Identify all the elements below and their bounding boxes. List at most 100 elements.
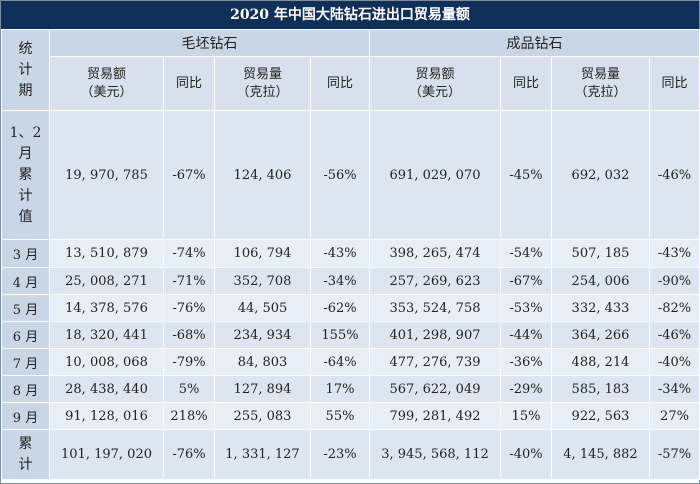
row-period: 7 月: [1, 348, 50, 376]
cell-pol-volume-yoy: -40%: [649, 348, 700, 376]
cell-rough-value: 28, 438, 440: [49, 375, 164, 403]
cell-pol-volume-yoy: -34%: [649, 375, 700, 403]
col-rough-volume-yoy: 同比: [310, 56, 370, 111]
cell-rough-value-yoy: 5%: [163, 375, 215, 403]
cell-rough-volume-yoy: -64%: [310, 348, 370, 376]
cell-rough-volume: 234, 934: [214, 321, 311, 349]
cell-rough-volume-yoy: 17%: [310, 375, 370, 403]
table-row: 8 月 28, 438, 440 5% 127, 894 17% 567, 62…: [1, 375, 700, 403]
cell-rough-value-yoy: -76%: [163, 429, 215, 480]
col-pol-volume-yoy: 同比: [649, 56, 700, 111]
row-period: 1、2 月 累 计 值: [1, 110, 50, 240]
cell-pol-volume: 585, 183: [551, 375, 650, 403]
cell-rough-value-yoy: -68%: [163, 321, 215, 349]
row-period: 9 月: [1, 402, 50, 430]
period-header: 统 计 期: [1, 29, 50, 111]
col-rough-value-yoy: 同比: [163, 56, 215, 111]
cell-pol-value: 567, 622, 049: [369, 375, 501, 403]
cell-pol-value: 691, 029, 070: [369, 110, 501, 240]
cell-rough-value-yoy: 218%: [163, 402, 215, 430]
cell-pol-volume: 4, 145, 882: [551, 429, 650, 480]
diamond-trade-table: 统 计 期 毛坯钻石 成品钻石 贸易额 （美元） 同比 贸易量 （克拉） 同比 贸易…: [1, 29, 700, 480]
table-row: 5 月 14, 378, 576 -76% 44, 505 -62% 353, …: [1, 294, 700, 322]
cell-pol-volume-yoy: -82%: [649, 294, 700, 322]
cell-pol-volume: 254, 006: [551, 267, 650, 295]
cell-rough-volume-yoy: 55%: [310, 402, 370, 430]
cell-pol-value-yoy: -54%: [500, 239, 552, 268]
cell-rough-value: 91, 128, 016: [49, 402, 164, 430]
cell-rough-volume: 1, 331, 127: [214, 429, 311, 480]
group-header-rough: 毛坯钻石: [49, 29, 370, 57]
cell-rough-value: 10, 008, 068: [49, 348, 164, 376]
cell-pol-volume: 692, 032: [551, 110, 650, 240]
row-period: 5 月: [1, 294, 50, 322]
cell-pol-value: 799, 281, 492: [369, 402, 501, 430]
cell-rough-volume: 84, 803: [214, 348, 311, 376]
cell-rough-volume: 124, 406: [214, 110, 311, 240]
group-header-polished: 成品钻石: [369, 29, 700, 57]
cell-pol-volume: 922, 563: [551, 402, 650, 430]
cell-pol-volume-yoy: -46%: [649, 321, 700, 349]
row-period: 8 月: [1, 375, 50, 403]
cell-rough-volume: 352, 708: [214, 267, 311, 295]
cell-rough-volume-yoy: -34%: [310, 267, 370, 295]
table-row: 4 月 25, 008, 271 -71% 352, 708 -34% 257,…: [1, 267, 700, 295]
table-title: 2020 年中国大陆钻石进出口贸易量额: [1, 1, 699, 29]
cell-pol-volume-yoy: -43%: [649, 239, 700, 268]
cell-rough-volume-yoy: 155%: [310, 321, 370, 349]
col-pol-value-yoy: 同比: [500, 56, 552, 111]
cell-rough-volume-yoy: -62%: [310, 294, 370, 322]
cell-rough-volume: 127, 894: [214, 375, 311, 403]
row-period: 4 月: [1, 267, 50, 295]
row-period: 3 月: [1, 239, 50, 268]
row-period: 累 计: [1, 429, 50, 480]
col-pol-volume: 贸易量 （克拉）: [551, 56, 650, 111]
cell-rough-volume-yoy: -43%: [310, 239, 370, 268]
cell-rough-volume: 255, 083: [214, 402, 311, 430]
row-period: 6 月: [1, 321, 50, 349]
cell-rough-value-yoy: -74%: [163, 239, 215, 268]
cell-rough-value-yoy: -67%: [163, 110, 215, 240]
table-row: 7 月 10, 008, 068 -79% 84, 803 -64% 477, …: [1, 348, 700, 376]
cell-rough-value-yoy: -79%: [163, 348, 215, 376]
cell-pol-volume-yoy: -46%: [649, 110, 700, 240]
cell-pol-volume: 507, 185: [551, 239, 650, 268]
cell-rough-volume: 106, 794: [214, 239, 311, 268]
cell-pol-value: 257, 269, 623: [369, 267, 501, 295]
cell-pol-value-yoy: -53%: [500, 294, 552, 322]
cell-rough-volume-yoy: -56%: [310, 110, 370, 240]
cell-pol-volume: 364, 266: [551, 321, 650, 349]
table-row: 3 月 13, 510, 879 -74% 106, 794 -43% 398,…: [1, 239, 700, 268]
cell-pol-value: 3, 945, 568, 112: [369, 429, 501, 480]
cell-pol-value: 353, 524, 758: [369, 294, 501, 322]
cell-pol-volume: 488, 214: [551, 348, 650, 376]
cell-pol-value-yoy: -44%: [500, 321, 552, 349]
cell-pol-value-yoy: -67%: [500, 267, 552, 295]
col-pol-value: 贸易额 （美元）: [369, 56, 501, 111]
cell-rough-value: 13, 510, 879: [49, 239, 164, 268]
cell-pol-value-yoy: -45%: [500, 110, 552, 240]
cell-pol-volume-yoy: 27%: [649, 402, 700, 430]
cell-pol-volume: 332, 433: [551, 294, 650, 322]
cell-rough-value: 25, 008, 271: [49, 267, 164, 295]
table-row-total: 累 计 101, 197, 020 -76% 1, 331, 127 -23% …: [1, 429, 700, 480]
cell-rough-value: 18, 320, 441: [49, 321, 164, 349]
col-rough-value: 贸易额 （美元）: [49, 56, 164, 111]
cell-pol-value: 401, 298, 907: [369, 321, 501, 349]
cell-pol-value: 477, 276, 739: [369, 348, 501, 376]
cell-pol-value-yoy: -36%: [500, 348, 552, 376]
table-row: 1、2 月 累 计 值 19, 970, 785 -67% 124, 406 -…: [1, 110, 700, 240]
cell-pol-value-yoy: -40%: [500, 429, 552, 480]
cell-rough-volume-yoy: -23%: [310, 429, 370, 480]
table-row: 9 月 91, 128, 016 218% 255, 083 55% 799, …: [1, 402, 700, 430]
cell-rough-value: 19, 970, 785: [49, 110, 164, 240]
cell-pol-value-yoy: 15%: [500, 402, 552, 430]
cell-rough-volume: 44, 505: [214, 294, 311, 322]
cell-rough-value: 14, 378, 576: [49, 294, 164, 322]
cell-rough-value-yoy: -71%: [163, 267, 215, 295]
cell-pol-value: 398, 265, 474: [369, 239, 501, 268]
cell-rough-value-yoy: -76%: [163, 294, 215, 322]
cell-pol-volume-yoy: -90%: [649, 267, 700, 295]
table-row: 6 月 18, 320, 441 -68% 234, 934 155% 401,…: [1, 321, 700, 349]
